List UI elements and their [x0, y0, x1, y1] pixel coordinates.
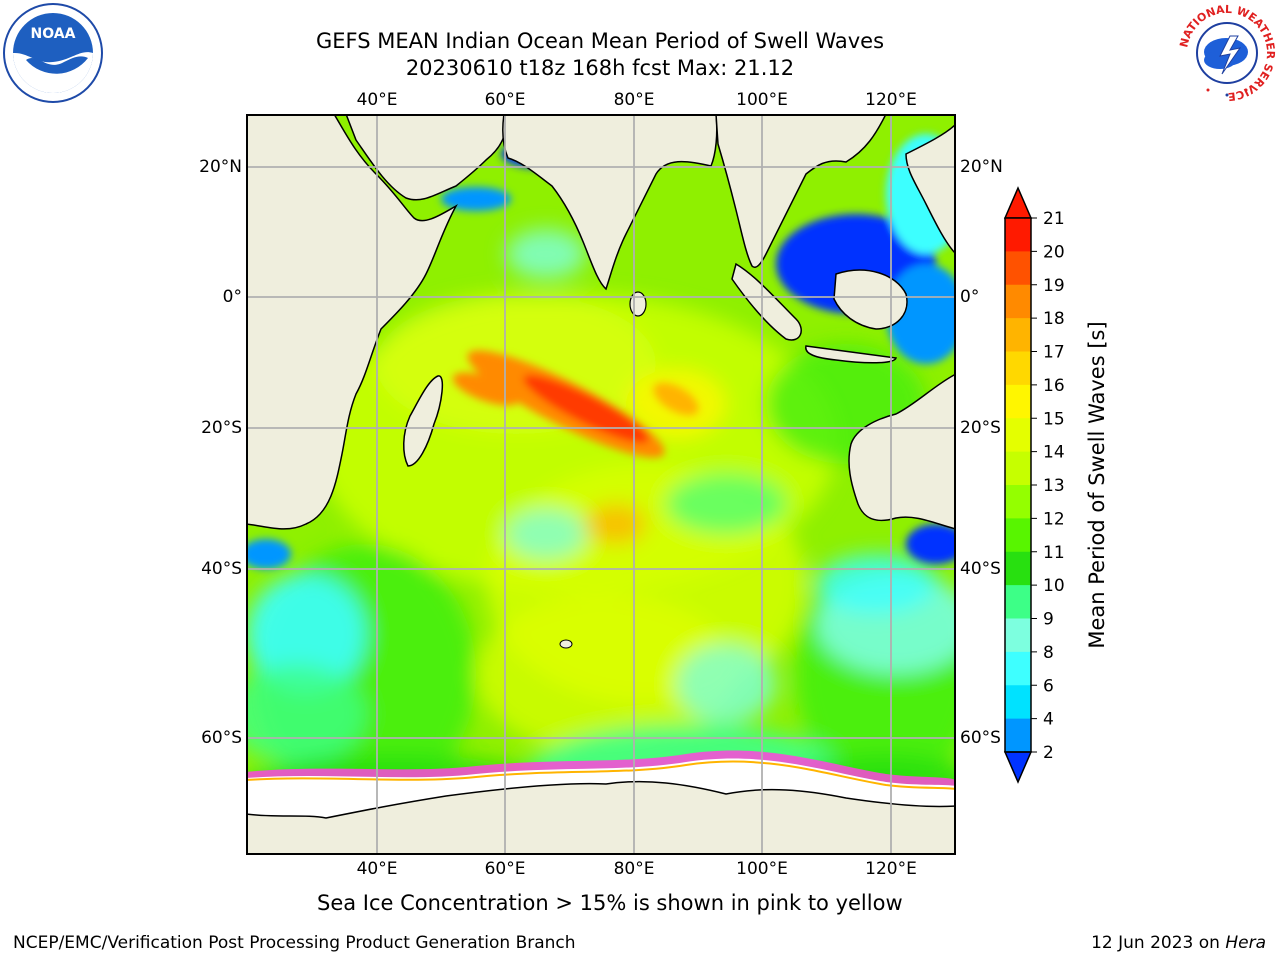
colorbar-tick-label: 11: [1043, 543, 1065, 563]
right-lat-tick: 20°S: [960, 418, 1001, 438]
right-lat-tick: 20°N: [960, 157, 1003, 177]
left-lat-tick: 20°S: [201, 418, 242, 438]
colorbar-segment: [1005, 284, 1031, 319]
right-lat-tick: 40°S: [960, 559, 1001, 579]
bottom-lon-tick: 120°E: [865, 859, 917, 879]
colorbar-tick-label: 15: [1043, 409, 1065, 429]
left-lat-tick: 20°N: [199, 157, 242, 177]
colorbar-segment: [1005, 318, 1031, 352]
left-lat-tick: 60°S: [201, 728, 242, 748]
colorbar-segment: [1005, 251, 1031, 286]
colorbar-tick-label: 10: [1043, 576, 1065, 596]
colorbar-tick-label: 18: [1043, 309, 1065, 329]
colorbar-segment: [1005, 651, 1031, 686]
colorbar-tick-label: 13: [1043, 476, 1065, 496]
colorbar-extend-min: [1003, 751, 1033, 784]
colorbar-tick-label: 17: [1043, 343, 1065, 363]
noaa-logo: NOAA: [3, 3, 103, 103]
colorbar-segment: [1005, 551, 1031, 586]
java-land: [805, 345, 898, 364]
africa-land: [248, 116, 458, 530]
colorbar-tick-label: 4: [1043, 710, 1054, 730]
producer-credit: NCEP/EMC/Verification Post Processing Pr…: [13, 933, 576, 953]
map-title: GEFS MEAN Indian Ocean Mean Period of Sw…: [315, 29, 885, 53]
colorbar-segment: [1005, 451, 1031, 486]
colorbar-segment: [1005, 618, 1031, 653]
colorbar-tick-label: 19: [1043, 276, 1065, 296]
map-frame: [246, 114, 956, 855]
colorbar-extend-max: [1003, 186, 1033, 219]
left-lat-tick: 40°S: [201, 559, 242, 579]
noaa-logo-text: NOAA: [31, 26, 76, 42]
top-lon-tick: 120°E: [865, 90, 917, 110]
right-lat-tick: 60°S: [960, 728, 1001, 748]
colorbar-segment: [1005, 718, 1031, 753]
colorbar-tick-label: 16: [1043, 376, 1065, 396]
colorbar: 21 20 19 18 17 16 15 14 13 12 11 10 9 8 6 4 2: [1003, 186, 1065, 784]
colorbar-tick-label: 21: [1043, 209, 1065, 229]
colorbar-label: Mean Period of Swell Waves [s]: [1085, 321, 1109, 649]
australia-land: [848, 374, 954, 530]
colorbar-segment: [1005, 418, 1031, 453]
run-date-credit: 12 Jun 2023 on Hera: [1091, 932, 1266, 954]
colorbar-tick-label: 6: [1043, 676, 1054, 696]
run-host: Hera: [1225, 933, 1266, 953]
right-lat-tick: 0°: [960, 287, 980, 307]
colorbar-tick-label: 20: [1043, 242, 1065, 262]
nws-logo: NATIONAL WEATHER SERVICE: [1177, 3, 1277, 103]
colorbar-tick-label: 9: [1043, 610, 1054, 630]
top-lon-tick: 100°E: [736, 90, 788, 110]
sea-ice-edge-line: [248, 760, 954, 790]
bottom-lon-tick: 100°E: [736, 859, 788, 879]
colorbar-tick-label: 12: [1043, 509, 1065, 529]
bottom-lon-tick: 40°E: [356, 859, 398, 879]
india-land: [502, 116, 718, 291]
colorbar-tick-label: 14: [1043, 443, 1065, 463]
sea-ice-footnote: Sea Ice Concentration > 15% is shown in …: [317, 891, 903, 915]
bottom-lon-tick: 60°E: [484, 859, 526, 879]
madagascar-land: [403, 375, 444, 467]
run-date: 12 Jun 2023 on: [1091, 933, 1226, 953]
colorbar-segment: [1005, 685, 1031, 720]
top-lon-tick: 80°E: [613, 90, 655, 110]
map-subtitle: 20230610 t18z 168h fcst Max: 21.12: [405, 56, 795, 80]
max-swell-band: [452, 350, 699, 458]
sri-lanka-land: [629, 291, 647, 317]
colorbar-tick-label: 2: [1043, 743, 1054, 763]
kerguelen-land: [559, 639, 573, 649]
graticule: [248, 116, 954, 853]
left-lat-tick: 0°: [222, 287, 242, 307]
swell-period-map: [246, 114, 956, 855]
top-lon-tick: 40°E: [356, 90, 398, 110]
colorbar-tick-label: 8: [1043, 643, 1054, 663]
colorbar-segment: [1005, 585, 1031, 619]
top-lon-tick: 60°E: [484, 90, 526, 110]
arabia-land: [345, 116, 507, 201]
colorbar-segment: [1005, 218, 1031, 252]
colorbar-segment: [1005, 518, 1031, 553]
bottom-lon-tick: 80°E: [613, 859, 655, 879]
colorbar-segment: [1005, 351, 1031, 386]
antarctica-land: [248, 780, 954, 853]
sumatra-land: [731, 262, 802, 341]
colorbar-segment: [1005, 384, 1031, 419]
borneo-land: [833, 269, 908, 330]
colorbar-segment: [1005, 485, 1031, 519]
southeast-asia-land: [715, 116, 886, 268]
philippines-land: [905, 124, 954, 253]
